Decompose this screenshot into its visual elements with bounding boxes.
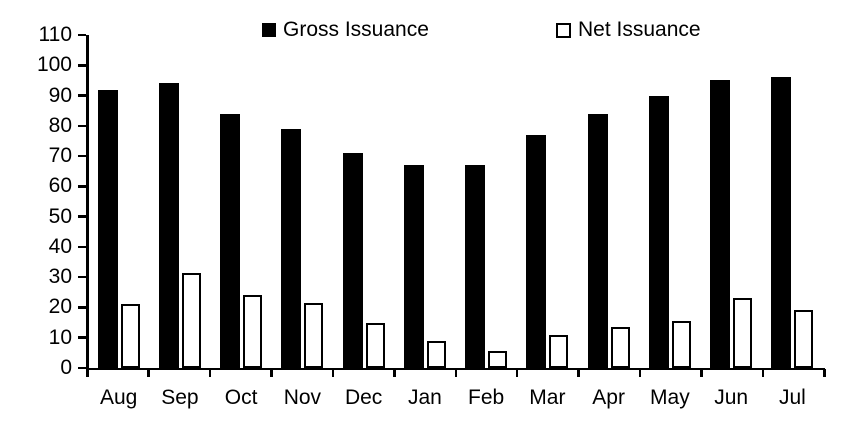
bar-net-issuance-mar [549, 334, 569, 368]
y-tick-0 [78, 366, 86, 370]
bar-net-issuance-aug [120, 304, 140, 368]
y-tick-label-20: 20 [48, 295, 72, 319]
bar-gross-issuance-feb [465, 165, 486, 368]
x-tick-12 [823, 369, 826, 377]
bar-gross-issuance-nov [281, 128, 302, 368]
legend-swatch-net-issuance [556, 22, 571, 38]
y-tick-label-80: 80 [48, 113, 72, 137]
bar-net-issuance-may [671, 321, 691, 368]
y-tick-60 [78, 185, 86, 188]
y-tick-80 [78, 124, 86, 128]
x-axis [86, 367, 825, 370]
x-tick-label-aug: Aug [99, 386, 138, 409]
plot-area [88, 35, 823, 368]
bar-gross-issuance-jan [403, 165, 424, 368]
y-tick-label-40: 40 [48, 234, 72, 258]
x-tick-label-mar: Mar [529, 386, 566, 409]
legend-item-gross-issuance: Gross Issuance [262, 18, 429, 42]
category-group-mar [517, 35, 578, 368]
bar-net-issuance-jul [794, 310, 814, 368]
y-tick-label-70: 70 [48, 144, 72, 168]
bar-net-issuance-apr [610, 327, 630, 368]
x-tick-8 [577, 369, 580, 377]
x-tick-0 [86, 369, 89, 377]
legend-label-gross-issuance: Gross Issuance [283, 18, 429, 41]
bar-net-issuance-feb [488, 351, 508, 368]
x-tick-6 [454, 369, 457, 377]
x-tick-label-jan: Jan [407, 386, 442, 409]
x-tick-label-feb: Feb [468, 386, 505, 409]
x-tick-3 [270, 369, 273, 377]
x-tick-label-jul: Jul [778, 386, 806, 409]
y-tick-30 [78, 275, 86, 279]
category-group-aug [88, 35, 149, 368]
y-tick-50 [78, 215, 86, 218]
bar-net-issuance-jan [426, 340, 446, 368]
y-tick-label-90: 90 [48, 83, 72, 107]
y-tick-label-100: 100 [36, 53, 72, 77]
x-tick-label-sep: Sep [161, 386, 199, 409]
bar-net-issuance-jun [733, 298, 753, 368]
category-group-nov [272, 35, 333, 368]
category-group-dec [333, 35, 394, 368]
y-tick-40 [78, 245, 86, 249]
bar-gross-issuance-apr [587, 113, 608, 368]
y-tick-20 [78, 306, 86, 309]
bar-gross-issuance-jun [710, 80, 731, 368]
y-tick-label-10: 10 [48, 325, 72, 349]
legend-item-net-issuance: Net Issuance [556, 18, 701, 42]
x-tick-label-oct: Oct [224, 386, 258, 409]
bar-gross-issuance-aug [97, 89, 118, 368]
y-tick-label-30: 30 [48, 265, 72, 289]
legend-label-net-issuance: Net Issuance [578, 18, 701, 41]
bar-gross-issuance-may [648, 95, 669, 368]
y-tick-10 [78, 336, 86, 339]
bar-net-issuance-oct [243, 295, 263, 368]
legend-swatch-gross-issuance [262, 23, 276, 37]
bar-gross-issuance-jul [771, 77, 792, 368]
y-tick-label-50: 50 [48, 204, 72, 228]
x-tick-label-jun: Jun [714, 386, 749, 409]
x-tick-label-nov: Nov [283, 386, 322, 409]
bar-gross-issuance-dec [342, 153, 363, 368]
x-tick-7 [515, 369, 519, 377]
y-tick-110 [78, 33, 86, 37]
y-tick-100 [78, 64, 86, 67]
x-tick-5 [393, 369, 396, 377]
y-tick-label-60: 60 [48, 174, 72, 198]
y-tick-90 [78, 94, 86, 97]
category-group-sep [149, 35, 210, 368]
y-tick-70 [78, 154, 86, 158]
bar-net-issuance-sep [181, 272, 201, 368]
category-group-may [639, 35, 700, 368]
category-group-oct [211, 35, 272, 368]
x-tick-1 [147, 369, 150, 377]
category-group-jun [701, 35, 762, 368]
x-tick-2 [208, 369, 212, 377]
x-tick-10 [700, 369, 703, 377]
x-tick-11 [761, 369, 765, 377]
category-group-jul [762, 35, 823, 368]
x-tick-label-dec: Dec [344, 386, 383, 409]
y-tick-label-110: 110 [38, 23, 72, 46]
x-tick-label-may: May [650, 386, 690, 409]
y-tick-label-0: 0 [60, 356, 72, 379]
y-axis [86, 35, 89, 370]
bar-gross-issuance-sep [158, 83, 179, 368]
bar-net-issuance-nov [304, 302, 324, 368]
bar-net-issuance-dec [365, 322, 385, 368]
bar-gross-issuance-oct [220, 113, 241, 368]
x-tick-9 [638, 369, 642, 377]
category-group-feb [456, 35, 517, 368]
category-group-jan [394, 35, 455, 368]
x-tick-label-apr: Apr [592, 386, 625, 409]
category-group-apr [578, 35, 639, 368]
bar-gross-issuance-mar [526, 134, 547, 368]
x-tick-4 [331, 369, 335, 377]
